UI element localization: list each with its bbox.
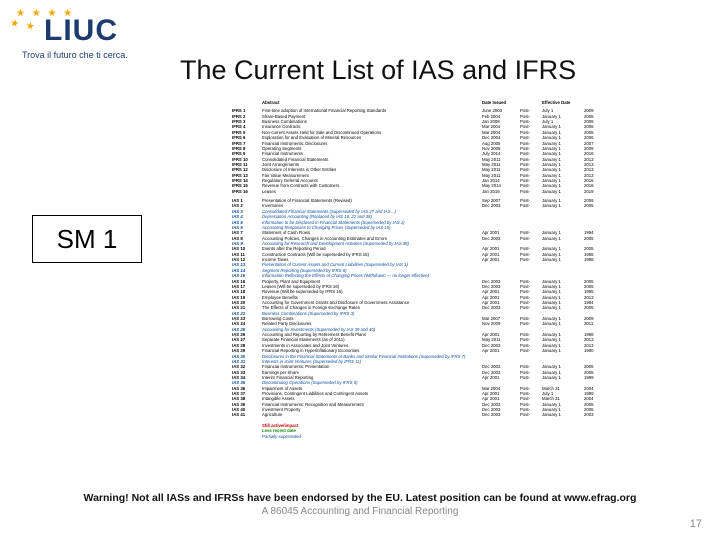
logo-block: ★ ★ ★ ★ ★ ★ LIUC Trova il futuro che ti … <box>20 14 200 60</box>
sm1-label: SM 1 <box>57 224 118 255</box>
std-name: Agriculture <box>262 412 482 417</box>
footer-course: A 86045 Accounting and Financial Reporti… <box>0 506 720 518</box>
std-eff: January 1 <box>542 412 584 417</box>
sm1-box: SM 1 <box>32 215 142 263</box>
std-yr: 2019 <box>584 189 610 194</box>
eff-prefix: Post- <box>520 412 542 417</box>
legend-text: Partially superseded <box>262 434 482 439</box>
legend-row: Partially superseded <box>232 434 672 439</box>
standards-table: Abstract Date Issued Effective Date IFRS… <box>232 100 672 439</box>
table-row: IFRS 16LeasesJan 2016Post-January 12019 <box>232 189 672 194</box>
col-issued: Date Issued <box>482 100 520 105</box>
std-code: IAS 41 <box>232 412 262 417</box>
col-effective: Effective Date <box>542 100 584 105</box>
brand-tagline: Trova il futuro che ti cerca. <box>22 50 200 60</box>
slide-title: The Current List of IAS and IFRS <box>180 55 576 86</box>
col-abstract: Abstract <box>262 100 482 105</box>
std-issued: Dec 2003 <box>482 412 520 417</box>
eff-prefix: Post- <box>520 189 542 194</box>
std-yr: 2003 <box>584 412 610 417</box>
table-header: Abstract Date Issued Effective Date <box>232 100 672 105</box>
footer-warning: Warning! Not all IASs and IFRSs have bee… <box>0 492 720 504</box>
stars-icon: ★ ★ ★ ★ <box>16 8 74 19</box>
page-number: 17 <box>690 518 702 530</box>
std-eff: January 1 <box>542 189 584 194</box>
stars-icon: ★ ★ <box>9 18 37 33</box>
brand-text: LIUC <box>44 14 200 48</box>
slide: ★ ★ ★ ★ ★ ★ LIUC Trova il futuro che ti … <box>0 0 720 540</box>
table-row: IAS 41AgricultureDec 2003Post-January 12… <box>232 412 672 417</box>
std-code: IFRS 16 <box>232 189 262 194</box>
std-name: Leases <box>262 189 482 194</box>
std-issued: Jan 2016 <box>482 189 520 194</box>
